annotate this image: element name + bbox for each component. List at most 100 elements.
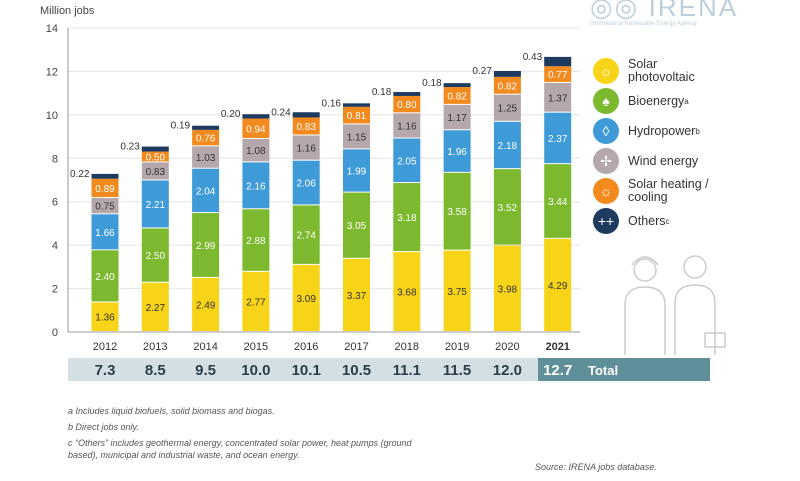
bar-segment: [91, 250, 119, 302]
total-label: 12.0: [493, 362, 522, 379]
data-label: 0.81: [347, 111, 367, 122]
bar-segment: [393, 183, 421, 252]
data-label: 2.37: [548, 134, 568, 145]
total-label: 11.5: [443, 362, 471, 379]
bar-segment: [192, 213, 220, 277]
x-tick-label: 2018: [395, 341, 419, 353]
data-label: 1.37: [548, 93, 568, 104]
bar-segment: [292, 135, 320, 160]
y-tick-label: 10: [46, 110, 58, 122]
x-tick-label: 2016: [294, 341, 318, 353]
legend-item-wind: ✢ Wind energy: [593, 146, 718, 176]
bar-segment: [443, 172, 471, 250]
total-label: 9.5: [195, 362, 216, 379]
data-label: 0.89: [95, 184, 115, 195]
bar-segment: [343, 124, 370, 149]
bar-segment: [91, 302, 119, 331]
y-tick-label: 0: [52, 327, 58, 339]
data-label: 2.40: [95, 272, 115, 283]
legend-item-bioenergy: ♠ Bioenergy a: [593, 86, 718, 116]
data-label: 3.18: [397, 213, 417, 224]
total-label: 7.3: [95, 362, 116, 379]
bar-segment: [493, 70, 521, 77]
data-label: 0.22: [70, 169, 90, 180]
y-axis-label: Million jobs: [40, 5, 95, 17]
data-label: 1.03: [196, 153, 216, 164]
bar-segment: [544, 66, 572, 82]
data-label: 0.20: [221, 109, 241, 120]
bar-segment: [91, 173, 119, 179]
totals-band-2021: [538, 358, 710, 381]
leaf-icon: ♠: [593, 88, 619, 114]
data-label: 1.16: [397, 121, 417, 132]
data-label: 0.23: [120, 142, 140, 153]
data-label: 0.16: [322, 98, 342, 109]
data-label: 2.77: [246, 297, 266, 308]
total-label: 10.0: [241, 362, 270, 379]
irena-logo: ◎◎ IRENA International Renewable Energy A…: [590, 0, 739, 27]
data-label: 2.18: [498, 141, 518, 152]
bar-segment: [91, 178, 119, 198]
data-label: 0.27: [472, 66, 492, 77]
data-label: 3.58: [447, 207, 467, 218]
bar-segment: [292, 112, 320, 118]
data-label: 0.82: [447, 91, 467, 102]
footnote-b: b Direct jobs only.: [68, 422, 139, 432]
bar-segment: [141, 282, 169, 331]
bar-segment: [141, 162, 169, 180]
data-label: 2.05: [397, 156, 417, 167]
y-tick-label: 12: [46, 66, 58, 78]
data-label: 0.18: [372, 87, 392, 98]
bar-segment: [192, 125, 220, 130]
bar-segment: [141, 146, 169, 152]
bar-segment: [393, 252, 421, 331]
total-caption: Total: [588, 363, 618, 378]
data-label: 2.99: [196, 241, 216, 252]
bar-segment: [242, 209, 270, 271]
data-label: 1.08: [246, 146, 266, 157]
data-label: 2.88: [246, 236, 266, 247]
bar-segment: [493, 121, 521, 169]
source-note: Source: IRENA jobs database.: [535, 462, 657, 472]
x-tick-label: 2021: [545, 341, 569, 353]
x-tick-label: 2017: [344, 341, 368, 353]
total-label: 8.5: [145, 362, 166, 379]
total-label: 10.5: [342, 362, 371, 379]
bar-segment: [141, 151, 169, 162]
legend-item-solar-pv: ☼ Solar photovoltaic: [593, 56, 718, 86]
bar-segment: [242, 114, 270, 119]
data-label: 0.77: [548, 70, 568, 81]
bar-segment: [343, 149, 370, 192]
data-label: 2.16: [246, 181, 266, 192]
data-label: 2.21: [146, 200, 166, 211]
bar-segment: [242, 138, 270, 162]
bar-segment: [393, 113, 421, 138]
data-label: 0.43: [523, 52, 543, 63]
bar-segment: [393, 95, 421, 113]
legend-item-solar-heating: ☼ Solar heating / cooling: [593, 176, 718, 206]
bar-segment: [91, 198, 119, 214]
data-label: 1.16: [296, 144, 316, 155]
bar-segment: [443, 83, 471, 88]
data-label: 1.36: [95, 313, 115, 324]
total-label: 12.7: [543, 362, 572, 379]
data-label: 0.50: [146, 152, 166, 163]
data-label: 1.25: [498, 104, 518, 115]
data-label: 2.06: [296, 179, 316, 190]
data-label: 3.44: [548, 197, 568, 208]
bar-segment: [292, 264, 320, 331]
x-tick-label: 2012: [93, 341, 117, 353]
bar-segment: [192, 146, 220, 168]
data-label: 2.50: [146, 251, 166, 262]
bar-segment: [192, 277, 220, 331]
bar-segment: [192, 129, 220, 146]
stacked-bar-chart: Million jobs 0 2 4 6 8 10 12 14 1.36 2.40 1.66 0.75 0…: [40, 5, 710, 381]
bar-segment: [141, 228, 169, 282]
water-drop-icon: ◊: [593, 118, 619, 144]
data-label: 2.74: [296, 231, 316, 242]
x-tick-label: 2014: [193, 341, 217, 353]
data-label: 2.27: [146, 303, 166, 314]
data-label: 0.83: [146, 167, 166, 178]
footnotes: a Includes liquid biofuels, solid biomas…: [68, 405, 428, 465]
bar-segment: [493, 169, 521, 245]
